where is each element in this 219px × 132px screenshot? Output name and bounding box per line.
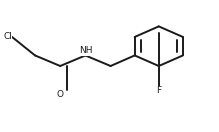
Text: F: F xyxy=(156,86,161,95)
Text: NH: NH xyxy=(79,46,92,55)
Text: Cl: Cl xyxy=(3,32,12,41)
Text: O: O xyxy=(57,90,64,99)
